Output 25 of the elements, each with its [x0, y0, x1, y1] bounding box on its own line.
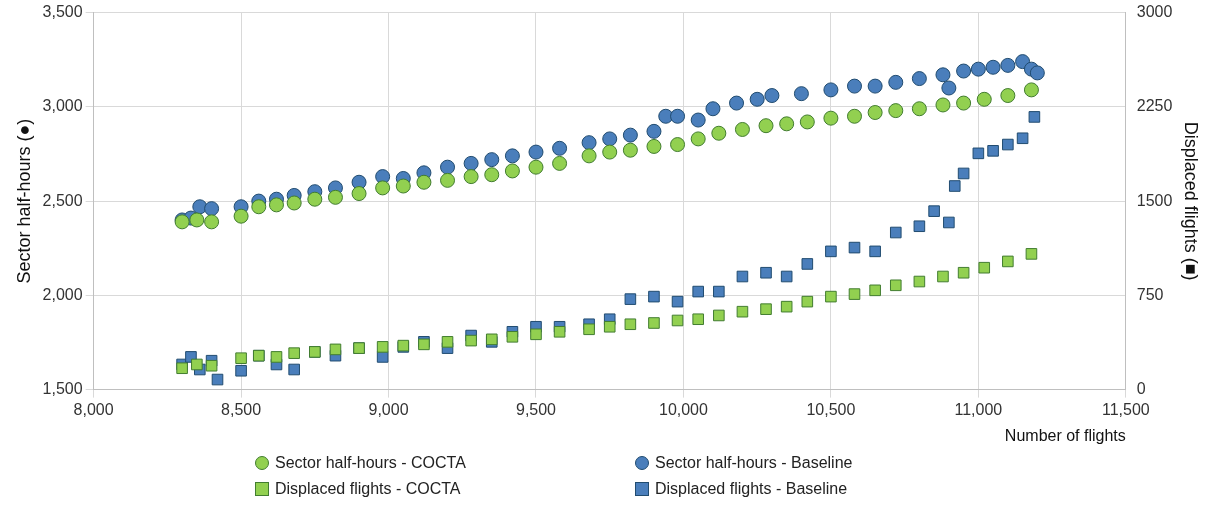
y2-tick-label: 0: [1136, 380, 1146, 398]
x-tick-label: 11,500: [1101, 400, 1150, 418]
x-tick-label: 8,500: [221, 400, 262, 418]
y2-tick-label: 1500: [1136, 191, 1173, 209]
x-tick-label: 10,000: [658, 400, 709, 418]
y-tick-label: 2,000: [42, 285, 83, 303]
y2-axis-title: Displaced flights (■): [1181, 121, 1202, 281]
legend-label: Sector half-hours - Baseline: [655, 454, 853, 472]
x-tick-label: 9,000: [368, 400, 409, 418]
y-tick-label: 3,000: [42, 97, 83, 115]
legend-label: Displaced flights - COCTA: [275, 480, 461, 498]
x-tick-label: 9,500: [515, 400, 557, 418]
y2-tick-label: 2250: [1136, 97, 1173, 115]
y2-tick-label: 3000: [1136, 3, 1173, 21]
y-tick-label: 3,500: [42, 3, 83, 21]
y2-tick-label: 750: [1136, 285, 1164, 303]
y-tick-label: 2,500: [42, 191, 83, 209]
y-axis-title: Sector half-hours (●): [13, 118, 34, 284]
x-tick-label: 8,000: [73, 400, 114, 418]
x-tick-label: 11,000: [954, 400, 1003, 418]
x-tick-label: 10,500: [806, 400, 856, 418]
legend-label: Sector half-hours - COCTA: [275, 454, 466, 472]
y-tick-label: 1,500: [42, 380, 83, 398]
legend-label: Displaced flights - Baseline: [655, 480, 848, 498]
x-axis-title: Number of flights: [1004, 426, 1126, 444]
